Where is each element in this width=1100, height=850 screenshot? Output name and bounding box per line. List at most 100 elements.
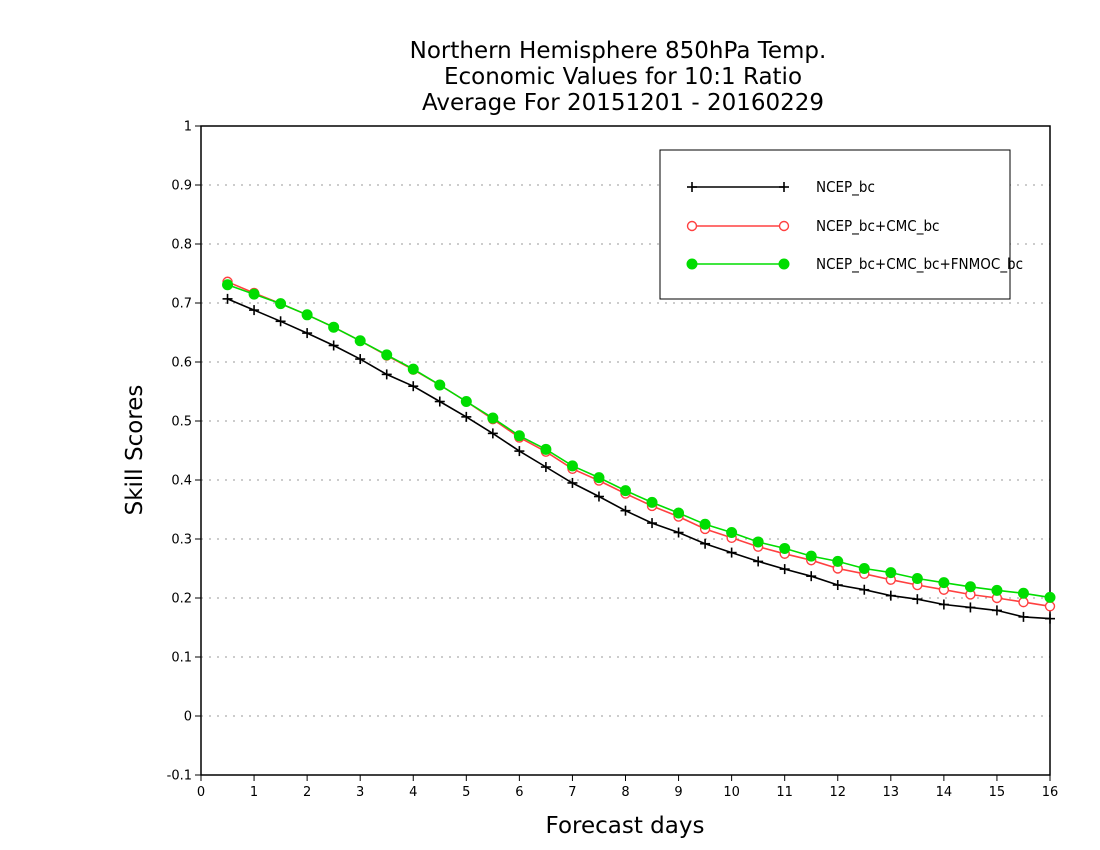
y-tick-label: 1 [184, 120, 192, 135]
data-point [248, 288, 260, 300]
data-point [513, 430, 525, 442]
legend-item: NCEP_bc [687, 178, 875, 197]
data-point [593, 472, 605, 484]
x-tick-label: 10 [723, 785, 740, 800]
data-point [514, 446, 525, 457]
data-point [381, 349, 393, 361]
data-point [1017, 587, 1029, 599]
x-axis-label: Forecast days [546, 813, 705, 839]
data-point [620, 485, 631, 497]
data-point [275, 298, 287, 310]
data-point [540, 443, 552, 455]
x-tick-label: 14 [936, 785, 953, 800]
data-point [593, 491, 604, 502]
y-tick-label: -0.1 [167, 769, 192, 784]
y-tick-label: 0.1 [171, 651, 192, 666]
data-point [222, 293, 233, 304]
x-tick-label: 11 [776, 785, 793, 800]
data-point [1018, 611, 1029, 622]
data-point [806, 571, 817, 582]
data-point [461, 411, 472, 422]
x-axis-ticks: 0 1 2 3 4 5 6 7 8 9 10 11 12 13 14 15 16 [197, 775, 1058, 800]
title-line-1: Northern Hemisphere 850hPa Temp. [410, 38, 827, 64]
series-2 [222, 276, 1056, 612]
series-1 [222, 293, 1055, 624]
series-3 [222, 279, 1056, 603]
legend: NCEP_bc NCEP_bc+CMC_bc NCEP_bc+CMC_bc+FNMO… [659, 149, 1023, 300]
data-point [1044, 601, 1056, 612]
x-tick-label: 8 [621, 785, 629, 800]
x-tick-label: 12 [829, 785, 846, 800]
y-tick-label: 0.4 [171, 474, 192, 489]
data-point [805, 550, 817, 562]
x-tick-label: 1 [250, 785, 258, 800]
y-tick-label: 0.9 [171, 179, 192, 194]
data-point [859, 584, 870, 595]
data-point [700, 538, 711, 549]
data-point [381, 369, 392, 380]
y-axis-label: Skill Scores [122, 385, 148, 516]
series-line [227, 298, 1051, 620]
data-point [686, 220, 698, 232]
data-point [778, 220, 790, 232]
y-tick-label: 0 [184, 710, 192, 725]
x-tick-label: 9 [674, 785, 682, 800]
data-point [858, 563, 870, 574]
y-tick-label: 0.7 [171, 297, 192, 312]
data-point [753, 556, 764, 567]
data-point [752, 536, 764, 548]
data-point [885, 567, 897, 579]
data-point [912, 594, 923, 605]
x-tick-label: 15 [989, 785, 1006, 800]
data-point [301, 309, 313, 321]
data-point [965, 602, 976, 613]
data-point [249, 305, 260, 316]
gridlines [201, 184, 1050, 717]
data-point [779, 182, 789, 192]
data-point [647, 518, 658, 529]
data-point [567, 477, 578, 488]
legend-label: NCEP_bc+CMC_bc+FNMOC_bc [816, 255, 1023, 274]
x-tick-label: 3 [356, 785, 364, 800]
data-point [938, 577, 950, 589]
y-axis-ticks: -0.1 0 0.1 0.2 0.3 0.4 0.5 0.6 0.7 0.8 0.9 1 [167, 120, 201, 784]
x-tick-label: 5 [462, 785, 470, 800]
data-point [885, 590, 896, 601]
data-point [1044, 591, 1056, 603]
data-point [328, 340, 339, 351]
data-point [938, 599, 949, 610]
data-point [911, 573, 923, 585]
data-point [686, 258, 698, 270]
data-point [275, 316, 286, 327]
data-point [222, 279, 234, 291]
y-tick-label: 0.8 [171, 238, 192, 253]
data-point [726, 547, 737, 558]
series-line [227, 281, 1051, 608]
data-point [460, 396, 472, 408]
data-point [434, 396, 445, 407]
data-point [487, 428, 498, 439]
data-point [566, 460, 578, 472]
x-tick-label: 13 [883, 785, 900, 800]
data-point [354, 335, 366, 347]
data-point [302, 328, 313, 339]
data-point [328, 321, 340, 333]
y-tick-label: 0.5 [171, 415, 192, 430]
data-point [355, 354, 366, 365]
data-point [646, 496, 658, 508]
data-point [726, 527, 738, 539]
data-point [487, 412, 499, 424]
y-tick-label: 0.2 [171, 592, 192, 607]
data-point [779, 564, 790, 575]
legend-item: NCEP_bc+CMC_bc [686, 217, 939, 236]
x-tick-label: 0 [197, 785, 205, 800]
data-point [540, 462, 551, 473]
x-tick-label: 2 [303, 785, 311, 800]
data-point [434, 379, 446, 391]
data-point [778, 258, 790, 270]
data-point [687, 182, 697, 192]
y-tick-label: 0.6 [171, 356, 192, 371]
legend-label: NCEP_bc+CMC_bc [816, 217, 939, 236]
chart-title: Northern Hemisphere 850hPa Temp. Economi… [410, 38, 827, 116]
